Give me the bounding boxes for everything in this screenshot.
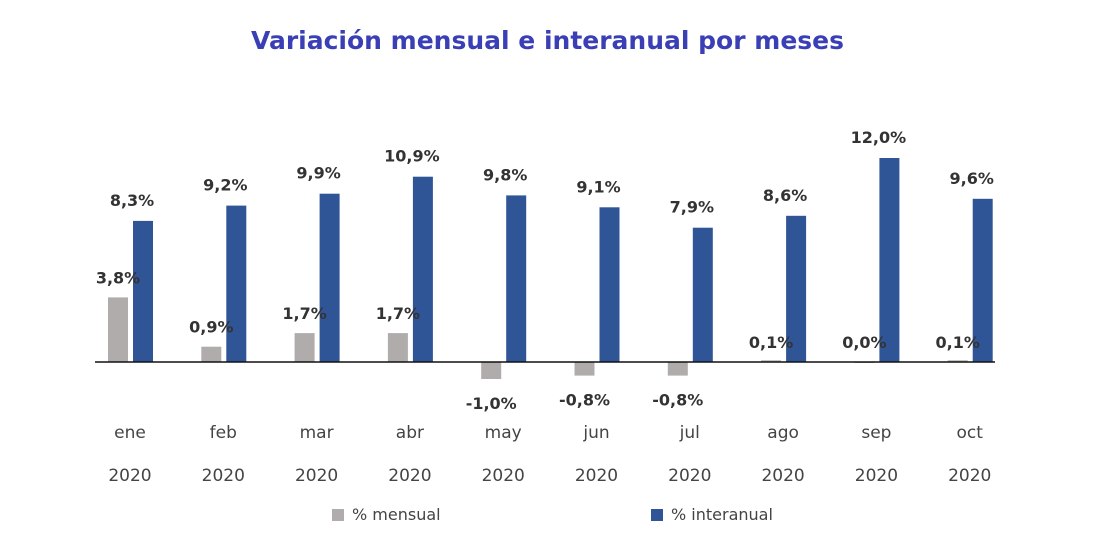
label-interanual-may: 9,8% — [483, 165, 527, 184]
category-year-jul: 2020 — [668, 466, 711, 486]
bar-mensual-mar — [294, 333, 315, 362]
bar-interanual-may — [506, 195, 527, 362]
legend-label-interanual: % interanual — [671, 505, 773, 524]
label-interanual-ene: 8,3% — [110, 191, 154, 210]
legend-item-interanual: % interanual — [651, 505, 773, 524]
category-year-ene: 2020 — [108, 466, 151, 486]
chart-title: Variación mensual e interanual por meses — [250, 26, 844, 55]
series-interanual-labels: 8,3% 9,2% 9,9% 10,9% 9,8% 9,1% 7,9% 8,6% 12,0% 9,… — [110, 128, 994, 217]
category-year-sep: 2020 — [855, 466, 898, 486]
label-mensual-sep: 0,0% — [842, 333, 886, 352]
bar-mensual-ene — [108, 297, 128, 362]
label-interanual-oct: 9,6% — [950, 169, 994, 188]
label-mensual-oct: 0,1% — [936, 333, 980, 352]
category-label-jul: jul — [679, 423, 700, 443]
category-year-ago: 2020 — [761, 466, 804, 486]
bar-interanual-sep — [879, 158, 900, 362]
category-labels: ene 2020 feb 2020 mar 2020 abr 2020 may 2020 jun 20… — [108, 423, 991, 486]
category-label-oct: oct — [956, 423, 983, 443]
label-interanual-abr: 10,9% — [384, 147, 440, 166]
label-interanual-mar: 9,9% — [296, 164, 340, 183]
category-label-jun: jun — [582, 423, 609, 443]
category-label-sep: sep — [861, 423, 891, 443]
category-year-may: 2020 — [482, 466, 525, 486]
label-mensual-jun: -0,8% — [559, 391, 610, 410]
category-label-abr: abr — [396, 423, 424, 443]
bar-interanual-mar — [319, 193, 340, 362]
label-interanual-feb: 9,2% — [203, 176, 247, 195]
label-interanual-jun: 9,1% — [576, 177, 620, 196]
series-mensual-labels: 3,8% 0,9% 1,7% 1,7% -1,0% -0,8% -0,8% 0,1% 0,0% 0… — [96, 268, 980, 413]
bar-interanual-ene — [133, 220, 153, 362]
bar-interanual-abr — [412, 176, 433, 362]
series-interanual-bars — [133, 158, 993, 362]
category-label-mar: mar — [300, 423, 334, 443]
category-year-feb: 2020 — [202, 466, 245, 486]
label-mensual-ago: 0,1% — [749, 333, 793, 352]
bar-interanual-oct — [972, 198, 993, 362]
category-label-ago: ago — [767, 423, 799, 443]
category-label-feb: feb — [210, 423, 237, 443]
label-interanual-jul: 7,9% — [670, 198, 714, 217]
bar-mensual-jun — [574, 362, 595, 376]
label-mensual-mar: 1,7% — [282, 304, 326, 323]
legend-swatch-mensual — [332, 508, 344, 521]
category-year-mar: 2020 — [295, 466, 338, 486]
legend-swatch-interanual — [651, 508, 663, 521]
category-year-jun: 2020 — [575, 466, 618, 486]
bar-interanual-feb — [226, 205, 247, 362]
label-mensual-ene: 3,8% — [96, 268, 140, 287]
bar-interanual-ago — [786, 215, 807, 362]
legend-label-mensual: % mensual — [352, 505, 441, 524]
category-label-may: may — [485, 423, 522, 443]
legend-item-mensual: % mensual — [332, 505, 441, 524]
label-mensual-feb: 0,9% — [189, 318, 233, 337]
legend: % mensual % interanual — [0, 505, 1095, 531]
label-interanual-sep: 12,0% — [851, 128, 907, 147]
category-year-abr: 2020 — [388, 466, 431, 486]
bar-interanual-jul — [692, 227, 713, 362]
label-interanual-ago: 8,6% — [763, 186, 807, 205]
chart-plot: 3,8% 0,9% 1,7% 1,7% -1,0% -0,8% -0,8% 0,1% 0,0% 0… — [95, 128, 995, 486]
bar-mensual-abr — [387, 333, 408, 362]
label-mensual-jul: -0,8% — [652, 391, 703, 410]
label-mensual-abr: 1,7% — [376, 304, 420, 323]
category-year-oct: 2020 — [948, 466, 991, 486]
bar-mensual-may — [481, 362, 502, 379]
bar-mensual-jul — [667, 362, 688, 376]
label-mensual-may: -1,0% — [466, 394, 517, 413]
bar-mensual-ago — [761, 360, 782, 362]
series-mensual-bars — [108, 297, 968, 379]
bar-mensual-feb — [201, 346, 222, 362]
bar-mensual-oct — [947, 360, 968, 362]
category-label-ene: ene — [114, 423, 146, 443]
bar-interanual-jun — [599, 207, 620, 362]
